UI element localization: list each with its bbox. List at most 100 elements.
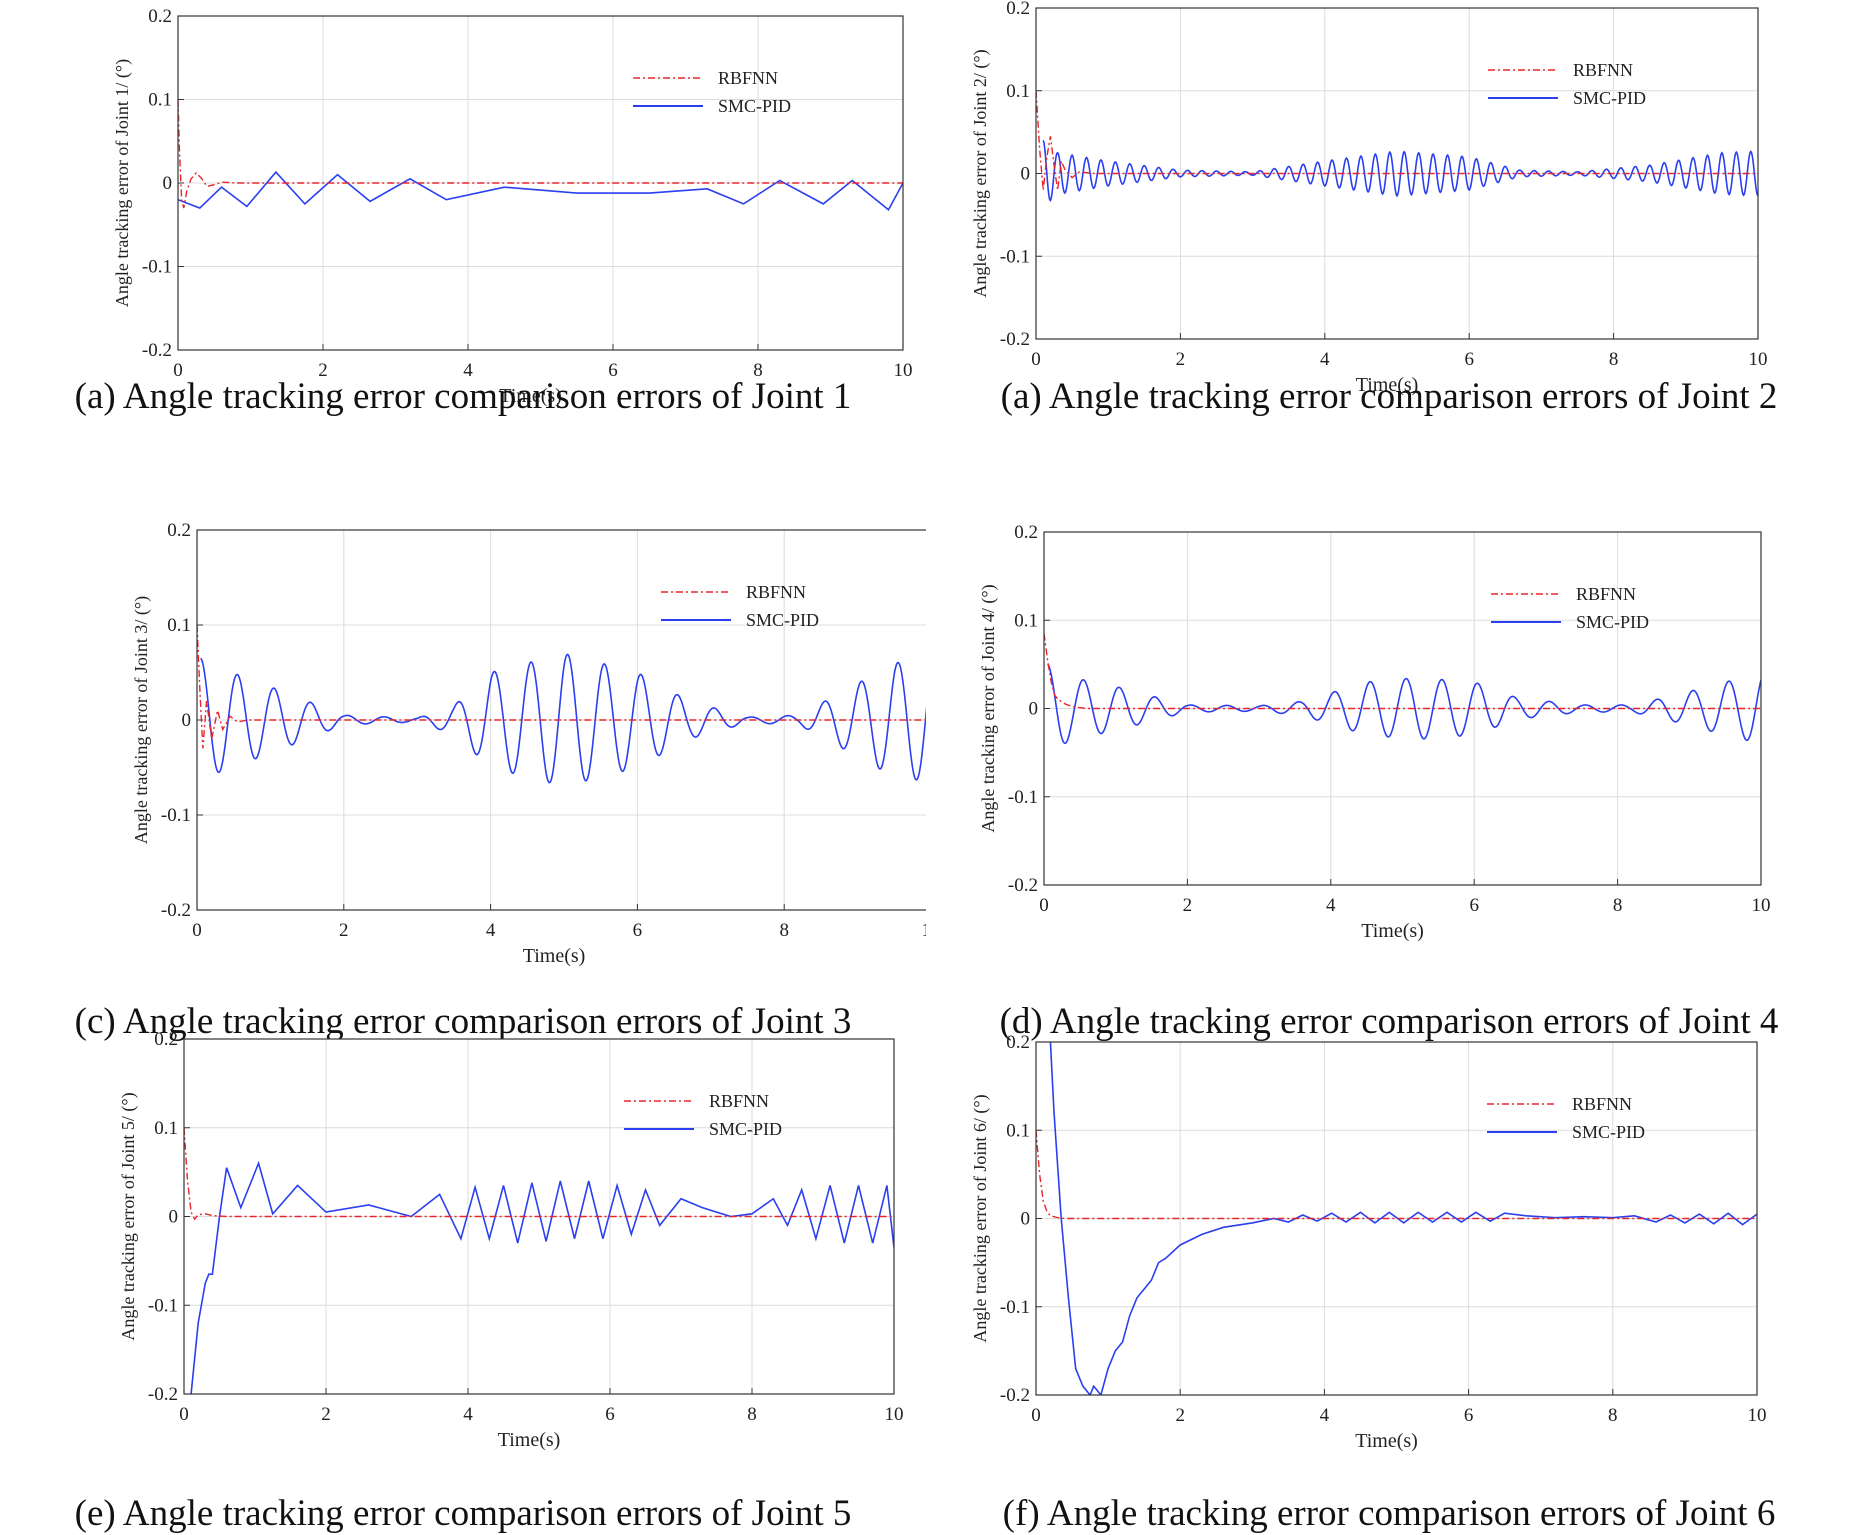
chart-panel-3: 0 2 4 6 8 10 0.2 0.1 0 -0.1 -0.2 RBFNN SMC-PID Time(s… bbox=[0, 510, 927, 1042]
x-tick-label: 6 bbox=[1464, 1405, 1474, 1426]
y-tick-label: 0 bbox=[182, 710, 192, 731]
y-tick-label: 0.1 bbox=[154, 1118, 178, 1139]
y-tick-label: 0.1 bbox=[1006, 1120, 1030, 1141]
legend-label-rbfnn: RBFNN bbox=[1572, 1094, 1632, 1114]
y-tick-label: 0.2 bbox=[1014, 522, 1038, 543]
x-axis-label: Time(s) bbox=[1355, 1430, 1418, 1452]
series-line-smc-pid bbox=[200, 653, 926, 784]
chart-svg-3: 0 2 4 6 8 10 0.2 0.1 0 -0.1 -0.2 RBFNN SMC-PID Time(s… bbox=[131, 520, 927, 967]
legend-label-smc-pid: SMC-PID bbox=[718, 96, 791, 116]
x-tick-label: 4 bbox=[1326, 895, 1336, 916]
x-tick-label: 4 bbox=[486, 920, 496, 941]
x-tick-label: 10 bbox=[1749, 349, 1768, 370]
x-tick-label: 8 bbox=[753, 360, 763, 381]
figure-caption: (a) Angle tracking error comparison erro… bbox=[1000, 376, 1778, 417]
plot-frame bbox=[1035, 1041, 1758, 1396]
y-tick-label: 0.2 bbox=[1006, 1032, 1030, 1053]
series-line-rbfnn bbox=[1036, 90, 1758, 191]
legend-label-rbfnn: RBFNN bbox=[1576, 584, 1636, 604]
chart-svg-4: 0 2 4 6 8 10 0.2 0.1 0 -0.1 -0.2 RBFNN SMC-PID Time(s… bbox=[978, 522, 1771, 942]
x-tick-label: 2 bbox=[339, 920, 349, 941]
x-tick-label: 8 bbox=[779, 920, 789, 941]
figure-caption: (c) Angle tracking error comparison erro… bbox=[74, 1001, 852, 1042]
x-tick-label: 0 bbox=[1031, 349, 1041, 370]
chart-svg-5: 0 2 4 6 8 10 0.2 0.1 0 -0.1 -0.2 RBFNN SMC-PID Time(s… bbox=[118, 1029, 904, 1451]
x-tick-label: 2 bbox=[318, 360, 328, 381]
legend-label-rbfnn: RBFNN bbox=[746, 582, 806, 602]
y-tick-label: -0.1 bbox=[1000, 246, 1030, 267]
series-line-smc-pid bbox=[178, 170, 903, 211]
y-tick-label: 0.1 bbox=[1014, 610, 1038, 631]
y-tick-label: 0 bbox=[169, 1207, 179, 1228]
y-tick-label: 0.1 bbox=[1006, 81, 1030, 102]
chart-panel-2: 0 2 4 6 8 10 0.2 0.1 0 -0.1 -0.2 RBFNN SMC-PID Time(s… bbox=[926, 0, 1852, 510]
y-tick-label: 0.1 bbox=[148, 90, 172, 111]
legend-label-smc-pid: SMC-PID bbox=[709, 1119, 782, 1139]
x-tick-label: 0 bbox=[179, 1404, 189, 1425]
series-line-rbfnn bbox=[184, 1127, 894, 1221]
chart-panel-6: 0 2 4 6 8 10 0.2 0.1 0 -0.1 -0.2 RBFNN SMC-PID Time(s… bbox=[926, 1020, 1852, 1534]
x-tick-label: 10 bbox=[885, 1404, 904, 1425]
y-tick-label: -0.2 bbox=[161, 900, 191, 921]
chart-panel-4: 0 2 4 6 8 10 0.2 0.1 0 -0.1 -0.2 RBFNN SMC-PID Time(s… bbox=[926, 510, 1852, 1042]
x-tick-label: 4 bbox=[1320, 349, 1330, 370]
y-tick-label: 0.2 bbox=[154, 1029, 178, 1050]
series-line-rbfnn bbox=[1044, 633, 1761, 710]
y-axis-label: Angle tracking error of Joint 1/ (°) bbox=[112, 59, 133, 307]
y-tick-label: -0.2 bbox=[1000, 1385, 1030, 1406]
x-tick-label: 2 bbox=[1175, 1405, 1185, 1426]
x-tick-label: 10 bbox=[894, 360, 913, 381]
legend-label-smc-pid: SMC-PID bbox=[1576, 612, 1649, 632]
figure-caption: (f) Angle tracking error comparison erro… bbox=[1002, 1493, 1776, 1534]
x-tick-label: 0 bbox=[1031, 1405, 1041, 1426]
x-tick-label: 8 bbox=[1613, 895, 1623, 916]
chart-panel-5: 0 2 4 6 8 10 0.2 0.1 0 -0.1 -0.2 RBFNN SMC-PID Time(s… bbox=[0, 1020, 926, 1534]
legend-label-rbfnn: RBFNN bbox=[1573, 60, 1633, 80]
x-tick-label: 6 bbox=[605, 1404, 615, 1425]
x-tick-label: 10 bbox=[1752, 895, 1771, 916]
x-tick-label: 2 bbox=[321, 1404, 331, 1425]
plot-frame bbox=[1035, 7, 1759, 340]
plot-frame bbox=[1043, 531, 1762, 886]
series-line-smc-pid bbox=[184, 1160, 894, 1394]
y-axis-label: Angle tracking error of Joint 6/ (°) bbox=[970, 1094, 991, 1342]
legend-label-smc-pid: SMC-PID bbox=[1573, 88, 1646, 108]
chart-svg-6: 0 2 4 6 8 10 0.2 0.1 0 -0.1 -0.2 RBFNN SMC-PID Time(s… bbox=[970, 1032, 1767, 1452]
chart-svg-1: 0 2 4 6 8 10 0.2 0.1 0 -0.1 -0.2 RBFNN SMC-PID Time(s… bbox=[112, 6, 913, 407]
series-line-rbfnn bbox=[197, 624, 926, 749]
y-tick-label: 0.1 bbox=[167, 615, 191, 636]
x-tick-label: 6 bbox=[1464, 349, 1474, 370]
y-axis-label: Angle tracking error of Joint 3/ (°) bbox=[131, 596, 152, 844]
y-axis-label: Angle tracking error of Joint 4/ (°) bbox=[978, 584, 999, 832]
y-tick-label: 0.2 bbox=[1006, 0, 1030, 19]
x-tick-label: 2 bbox=[1183, 895, 1193, 916]
x-axis-label: Time(s) bbox=[523, 945, 586, 967]
y-axis-label: Angle tracking error of Joint 2/ (°) bbox=[970, 49, 991, 297]
figure-caption: (a) Angle tracking error comparison erro… bbox=[74, 376, 852, 417]
series-line-smc-pid bbox=[1047, 663, 1761, 745]
y-tick-label: -0.2 bbox=[142, 340, 172, 361]
chart-panel-1: 0 2 4 6 8 10 0.2 0.1 0 -0.1 -0.2 RBFNN SMC-PID Time(s… bbox=[0, 0, 926, 510]
y-tick-label: 0.2 bbox=[148, 6, 172, 27]
x-tick-label: 4 bbox=[1320, 1405, 1330, 1426]
y-tick-label: -0.1 bbox=[1000, 1297, 1030, 1318]
y-tick-label: -0.2 bbox=[148, 1384, 178, 1405]
y-tick-label: -0.1 bbox=[142, 257, 172, 278]
y-tick-label: -0.2 bbox=[1000, 329, 1030, 350]
legend-label-smc-pid: SMC-PID bbox=[1572, 1122, 1645, 1142]
x-axis-label: Time(s) bbox=[498, 1429, 561, 1451]
figure-caption: (e) Angle tracking error comparison erro… bbox=[74, 1493, 852, 1534]
series-line-rbfnn bbox=[178, 99, 903, 209]
x-tick-label: 4 bbox=[463, 360, 473, 381]
y-tick-label: 0.2 bbox=[167, 520, 191, 541]
x-tick-label: 2 bbox=[1176, 349, 1186, 370]
plot-frame bbox=[183, 1038, 895, 1395]
x-tick-label: 10 bbox=[1748, 1405, 1767, 1426]
x-tick-label: 10 bbox=[922, 920, 927, 941]
x-tick-label: 8 bbox=[1609, 349, 1619, 370]
y-tick-label: -0.1 bbox=[148, 1295, 178, 1316]
y-axis-label: Angle tracking error of Joint 5/ (°) bbox=[118, 1092, 139, 1340]
x-axis-label: Time(s) bbox=[1356, 374, 1419, 396]
y-tick-label: 0 bbox=[163, 173, 173, 194]
x-tick-label: 6 bbox=[1469, 895, 1479, 916]
